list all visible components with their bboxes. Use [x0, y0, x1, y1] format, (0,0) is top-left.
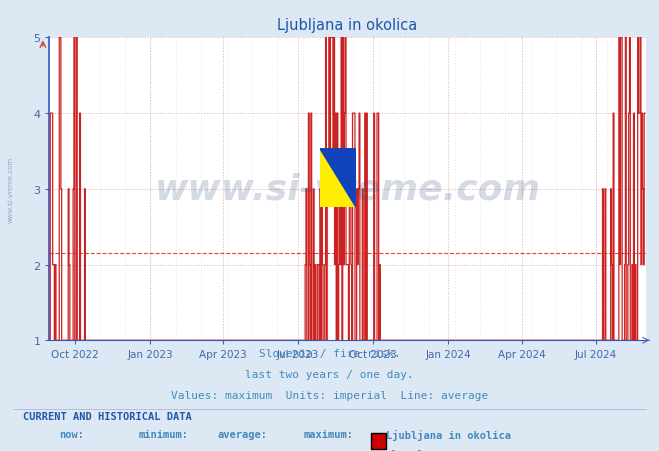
- Text: Slovenia / fire risk.: Slovenia / fire risk.: [258, 348, 401, 358]
- Text: 5: 5: [303, 449, 310, 451]
- Text: maximum:: maximum:: [303, 429, 353, 439]
- Title: Ljubljana in okolica: Ljubljana in okolica: [277, 18, 418, 33]
- Polygon shape: [320, 149, 356, 207]
- Text: level: level: [390, 449, 424, 451]
- Text: now:: now:: [59, 429, 84, 439]
- Text: 2: 2: [217, 449, 225, 451]
- FancyBboxPatch shape: [371, 433, 386, 449]
- Polygon shape: [320, 149, 356, 178]
- Text: www.si-vreme.com: www.si-vreme.com: [8, 156, 14, 222]
- Text: last two years / one day.: last two years / one day.: [245, 369, 414, 379]
- Text: minimum:: minimum:: [138, 429, 188, 439]
- Polygon shape: [320, 178, 356, 207]
- Polygon shape: [320, 149, 338, 184]
- Polygon shape: [320, 149, 356, 207]
- Text: Ljubljana in okolica: Ljubljana in okolica: [386, 429, 511, 440]
- Text: Values: maximum  Units: imperial  Line: average: Values: maximum Units: imperial Line: av…: [171, 390, 488, 400]
- Polygon shape: [320, 149, 356, 207]
- Text: 1: 1: [138, 449, 146, 451]
- Text: CURRENT AND HISTORICAL DATA: CURRENT AND HISTORICAL DATA: [23, 411, 192, 421]
- Text: www.si-vreme.com: www.si-vreme.com: [155, 172, 540, 207]
- Polygon shape: [320, 149, 356, 207]
- Polygon shape: [338, 149, 356, 184]
- Text: 3: 3: [59, 449, 67, 451]
- Text: average:: average:: [217, 429, 268, 439]
- Polygon shape: [320, 149, 338, 178]
- Polygon shape: [320, 149, 356, 184]
- Polygon shape: [338, 149, 356, 178]
